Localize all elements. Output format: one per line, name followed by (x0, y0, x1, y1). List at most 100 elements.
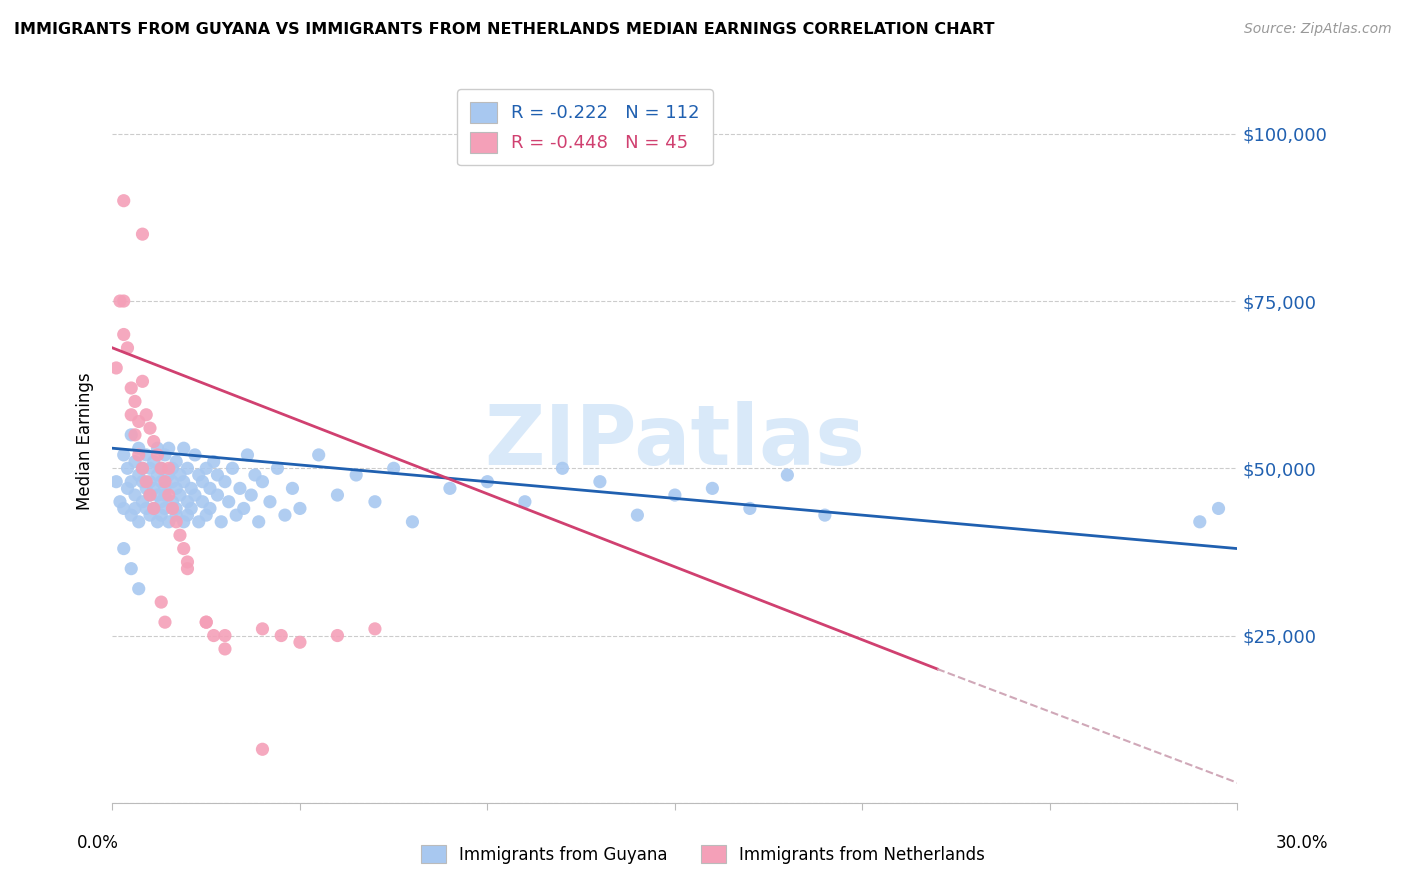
Point (252, 742, 274, 756)
Text: ZIPatlas: ZIPatlas (485, 401, 865, 482)
Point (169, 488, 191, 502)
Point (165, 454, 187, 469)
Point (120, 408, 142, 422)
Point (180, 501, 202, 516)
Point (153, 501, 176, 516)
Point (135, 448, 157, 462)
Point (162, 494, 184, 508)
Point (551, 461, 574, 475)
Point (173, 541, 195, 556)
Point (146, 515, 169, 529)
Point (105, 361, 128, 376)
Point (202, 628, 225, 642)
Point (281, 482, 304, 496)
Point (382, 461, 405, 475)
Point (180, 482, 202, 496)
Point (187, 515, 209, 529)
Point (157, 441, 180, 455)
Point (477, 475, 499, 489)
Point (120, 508, 142, 523)
Point (439, 482, 461, 496)
Text: IMMIGRANTS FROM GUYANA VS IMMIGRANTS FROM NETHERLANDS MEDIAN EARNINGS CORRELATIO: IMMIGRANTS FROM GUYANA VS IMMIGRANTS FRO… (14, 22, 994, 37)
Point (195, 615, 218, 630)
Point (1188, 515, 1211, 529)
Point (162, 461, 184, 475)
Point (146, 467, 169, 482)
Point (165, 501, 187, 516)
Point (120, 381, 142, 395)
Point (120, 475, 142, 489)
Point (162, 501, 184, 516)
Point (112, 448, 135, 462)
Point (169, 467, 191, 482)
Text: 30.0%: 30.0% (1277, 834, 1329, 852)
Point (108, 293, 131, 308)
Text: 0.0%: 0.0% (77, 834, 120, 852)
Point (308, 448, 330, 462)
Point (142, 454, 165, 469)
Point (131, 461, 153, 475)
Point (120, 562, 142, 576)
Point (157, 467, 180, 482)
Point (124, 454, 146, 469)
Point (142, 501, 165, 516)
Point (214, 628, 236, 642)
Point (139, 508, 162, 523)
Y-axis label: Median Earnings: Median Earnings (76, 373, 94, 510)
Point (124, 427, 146, 442)
Point (105, 475, 128, 489)
Point (120, 427, 142, 442)
Point (157, 461, 180, 475)
Legend: Immigrants from Guyana, Immigrants from Netherlands: Immigrants from Guyana, Immigrants from … (415, 838, 991, 871)
Point (738, 501, 761, 516)
Point (364, 494, 387, 508)
Point (139, 475, 162, 489)
Point (153, 615, 176, 630)
Point (139, 421, 162, 435)
Point (207, 488, 229, 502)
Point (191, 475, 214, 489)
Point (266, 461, 288, 475)
Point (112, 327, 135, 342)
Point (702, 482, 724, 496)
Point (209, 515, 232, 529)
Point (153, 488, 176, 502)
Legend: R = -0.222   N = 112, R = -0.448   N = 45: R = -0.222 N = 112, R = -0.448 N = 45 (457, 89, 713, 165)
Point (664, 488, 686, 502)
Point (274, 508, 297, 523)
Point (626, 508, 648, 523)
Point (344, 467, 367, 482)
Point (221, 461, 243, 475)
Point (225, 508, 247, 523)
Point (252, 622, 274, 636)
Point (135, 482, 157, 496)
Point (243, 467, 266, 482)
Point (135, 475, 157, 489)
Point (232, 501, 254, 516)
Point (146, 488, 169, 502)
Point (176, 555, 198, 569)
Point (131, 461, 153, 475)
Point (124, 501, 146, 516)
Point (214, 642, 236, 657)
Point (142, 482, 165, 496)
Point (326, 628, 349, 642)
Point (139, 488, 162, 502)
Point (162, 475, 184, 489)
Point (173, 475, 195, 489)
Point (117, 461, 139, 475)
Point (139, 488, 162, 502)
Point (117, 482, 139, 496)
Point (157, 515, 180, 529)
Point (165, 482, 187, 496)
Point (146, 448, 169, 462)
Point (198, 501, 221, 516)
Point (153, 448, 176, 462)
Point (157, 488, 180, 502)
Point (364, 622, 387, 636)
Point (150, 475, 173, 489)
Point (176, 461, 198, 475)
Point (131, 375, 153, 389)
Point (173, 515, 195, 529)
Point (150, 494, 173, 508)
